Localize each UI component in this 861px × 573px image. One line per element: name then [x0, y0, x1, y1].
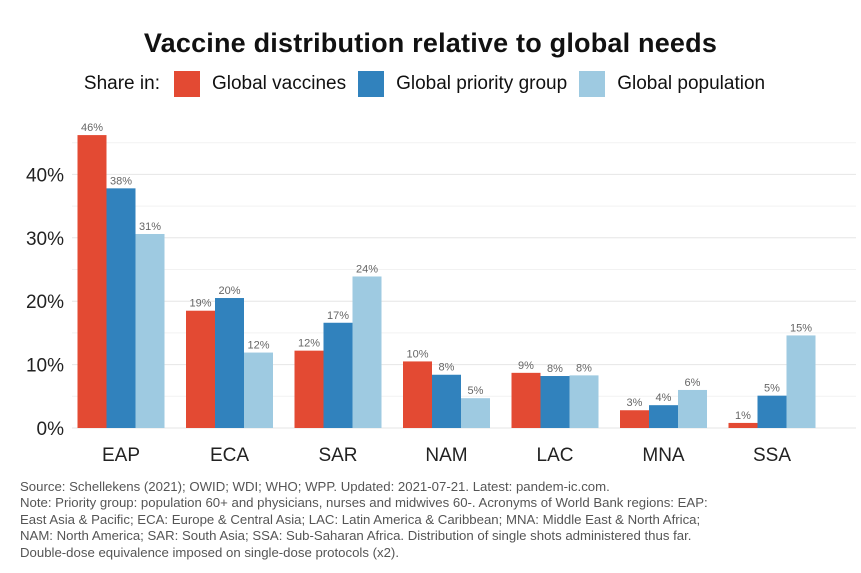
bar-value-label: 12%: [298, 338, 320, 350]
x-tick-label: EAP: [102, 445, 140, 466]
y-tick-label: 40%: [26, 165, 64, 186]
note-line: Note: Priority group: population 60+ and…: [20, 495, 708, 511]
bar-value-label: 15%: [790, 322, 812, 334]
bar-value-label: 5%: [764, 383, 780, 395]
bar-mna-global-priority-group: [649, 405, 678, 428]
note-line: East Asia & Pacific; ECA: Europe & Centr…: [20, 511, 701, 527]
bar-eap-global-population: [135, 233, 165, 428]
bar-ssa-global-vaccines: [728, 422, 758, 428]
chart-title: Vaccine distribution relative to global …: [143, 28, 718, 58]
bar-value-label: 38%: [110, 175, 132, 187]
bar-value-label: 46%: [81, 122, 103, 134]
bar-eca-global-population: [244, 352, 273, 428]
bar-value-label: 9%: [518, 360, 534, 372]
source-notes: Source: Schellekens (2021); OWID; WDI; W…: [20, 479, 850, 561]
legend-item-global-priority-group: Global priority group: [358, 71, 567, 97]
bar-nam-global-vaccines: [403, 361, 432, 428]
bar-value-label: 12%: [247, 340, 269, 352]
bar-value-label: 8%: [547, 363, 563, 375]
bar-eap-global-priority-group: [106, 188, 136, 428]
y-tick-label: 20%: [26, 292, 64, 313]
bar-value-label: 10%: [406, 348, 428, 360]
x-tick-label: MNA: [642, 445, 685, 466]
note-line: NAM: North America; SAR: South Asia; SSA…: [20, 528, 692, 544]
bar-ssa-global-population: [786, 335, 816, 428]
x-tick-label: LAC: [537, 445, 574, 466]
bar-value-label: 3%: [627, 397, 643, 409]
legend-swatch-global-population: [579, 71, 606, 97]
note-line: Source: Schellekens (2021); OWID; WDI; W…: [20, 479, 610, 494]
x-tick-label: SAR: [318, 445, 357, 466]
bar-chart: 0% 10% 20% 30% 40% 46% 38% 31% EAP 19% 20% 12% ECA 12…: [26, 122, 856, 466]
legend-item-global-population: Global population: [579, 71, 765, 97]
bar-sar-global-vaccines: [294, 350, 324, 428]
bar-mna-global-population: [678, 389, 707, 428]
bar-eca-global-vaccines: [186, 310, 215, 428]
bar-value-label: 20%: [218, 285, 240, 297]
legend-swatch-global-priority-group: [358, 71, 385, 97]
bar-eca-global-priority-group: [215, 298, 244, 428]
y-tick-label: 30%: [26, 229, 64, 250]
note-line: Double-dose equivalence imposed on singl…: [20, 544, 399, 560]
bar-lac-global-population: [569, 375, 599, 428]
bar-value-label: 31%: [139, 221, 161, 233]
bar-value-label: 17%: [327, 310, 349, 322]
chart-legend: Share in: Global vaccines Global priorit…: [0, 71, 861, 97]
x-tick-label: ECA: [210, 445, 249, 466]
bar-value-label: 4%: [656, 392, 672, 404]
bar-value-label: 8%: [576, 362, 592, 374]
legend-swatch-global-vaccines: [173, 71, 200, 97]
bar-ssa-global-priority-group: [757, 395, 787, 428]
legend-label-global-priority-group: Global priority group: [396, 73, 568, 94]
bar-lac-global-vaccines: [511, 372, 541, 428]
x-tick-label: SSA: [753, 445, 791, 466]
x-tick-label: NAM: [425, 445, 467, 466]
bar-value-label: 5%: [468, 385, 484, 397]
bar-lac-global-priority-group: [540, 376, 570, 428]
bar-value-label: 24%: [356, 263, 378, 275]
bar-nam-global-priority-group: [432, 374, 461, 428]
legend-label-global-vaccines: Global vaccines: [211, 73, 347, 94]
legend-item-global-vaccines: Global vaccines: [173, 71, 347, 97]
bar-value-label: 8%: [439, 362, 455, 374]
legend-title: Share in:: [83, 73, 160, 94]
bar-sar-global-priority-group: [323, 322, 353, 428]
y-tick-label: 0%: [37, 419, 65, 440]
bar-eap-global-vaccines: [77, 135, 107, 429]
bar-value-label: 1%: [735, 410, 751, 422]
legend-label-global-population: Global population: [617, 73, 766, 94]
bar-nam-global-population: [461, 398, 490, 428]
bar-sar-global-population: [352, 276, 382, 428]
bar-value-label: 19%: [189, 298, 211, 310]
bar-mna-global-vaccines: [620, 410, 649, 428]
y-tick-label: 10%: [26, 356, 64, 377]
bar-value-label: 6%: [685, 377, 701, 389]
